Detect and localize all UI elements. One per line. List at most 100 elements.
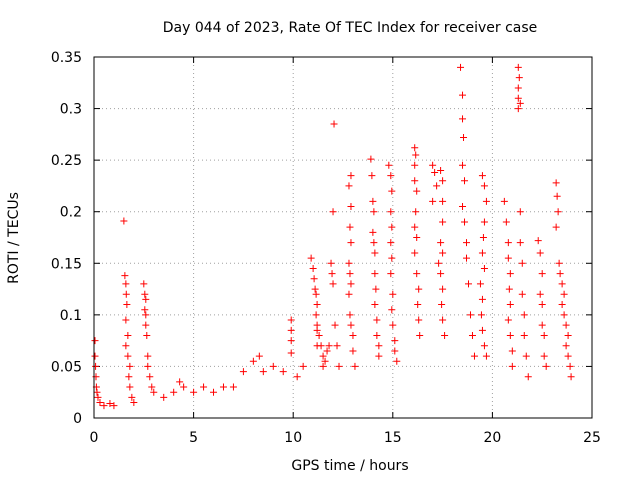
- data-point: [200, 383, 208, 391]
- data-point: [130, 399, 138, 407]
- x-tick-label: 10: [284, 430, 302, 446]
- data-point: [438, 301, 446, 309]
- data-point: [506, 301, 514, 309]
- data-point: [307, 254, 315, 262]
- data-point: [508, 347, 516, 355]
- data-point: [219, 383, 227, 391]
- x-axis-label: GPS time / hours: [291, 458, 408, 474]
- data-point: [369, 228, 377, 236]
- data-point: [299, 362, 307, 370]
- data-point: [416, 331, 424, 339]
- x-tick-label: 15: [384, 430, 402, 446]
- data-point: [516, 208, 524, 216]
- data-point: [480, 342, 488, 350]
- data-point: [482, 197, 490, 205]
- data-point: [389, 290, 397, 298]
- data-point: [459, 203, 467, 211]
- data-point: [126, 362, 134, 370]
- data-point: [411, 177, 419, 185]
- data-point: [459, 161, 467, 169]
- axis-ticks: 0 5 10 15 20 25 0 0.05 0.1 0.15 0.2 0.25 0.3 0.35: [51, 50, 601, 446]
- data-point: [459, 91, 467, 99]
- data-point: [441, 331, 449, 339]
- data-point: [313, 301, 321, 309]
- data-point: [516, 99, 524, 107]
- plot-frame: [93, 56, 593, 419]
- data-point: [346, 223, 354, 231]
- data-point: [311, 285, 319, 293]
- data-point: [562, 342, 570, 350]
- data-point: [516, 239, 524, 247]
- data-point: [346, 311, 354, 319]
- data-point: [141, 290, 149, 298]
- data-point: [146, 373, 154, 381]
- data-point: [331, 321, 339, 329]
- data-point: [477, 311, 485, 319]
- data-point: [536, 290, 544, 298]
- data-point: [371, 249, 379, 257]
- data-point: [500, 197, 508, 205]
- data-point: [505, 285, 513, 293]
- data-point: [504, 254, 512, 262]
- data-point: [504, 316, 512, 324]
- data-point: [312, 290, 320, 298]
- data-point: [317, 342, 325, 350]
- data-point: [412, 208, 420, 216]
- data-point: [279, 368, 287, 376]
- data-point: [160, 393, 168, 401]
- data-point: [468, 331, 476, 339]
- data-point: [520, 311, 528, 319]
- data-point: [239, 368, 247, 376]
- data-point: [345, 290, 353, 298]
- data-point: [345, 182, 353, 190]
- data-point: [309, 264, 317, 272]
- data-point: [347, 280, 355, 288]
- data-point: [287, 316, 295, 324]
- data-point: [375, 352, 383, 360]
- data-point: [126, 383, 134, 391]
- x-tick-label: 20: [483, 430, 501, 446]
- data-point: [480, 218, 488, 226]
- data-point: [388, 254, 396, 262]
- data-point: [524, 373, 532, 381]
- data-point: [504, 239, 512, 247]
- data-point: [123, 301, 131, 309]
- data-point: [387, 270, 395, 278]
- data-point: [124, 331, 132, 339]
- data-point: [328, 270, 336, 278]
- data-point: [329, 280, 337, 288]
- data-point: [125, 373, 133, 381]
- data-point: [349, 347, 357, 355]
- data-point: [433, 182, 441, 190]
- data-point: [391, 347, 399, 355]
- data-point: [463, 254, 471, 262]
- data-point: [313, 326, 321, 334]
- data-point: [560, 290, 568, 298]
- data-point: [439, 316, 447, 324]
- data-point: [345, 259, 353, 267]
- data-point: [259, 368, 267, 376]
- data-point: [373, 331, 381, 339]
- data-point: [566, 362, 574, 370]
- data-point: [439, 197, 447, 205]
- data-point: [367, 155, 375, 163]
- data-point: [439, 285, 447, 293]
- data-point: [502, 218, 510, 226]
- data-point: [325, 342, 333, 350]
- data-point: [534, 237, 542, 245]
- data-point: [346, 270, 354, 278]
- data-point: [385, 161, 393, 169]
- data-point: [480, 182, 488, 190]
- data-point: [478, 326, 486, 334]
- data-point: [144, 352, 152, 360]
- data-point: [388, 187, 396, 195]
- data-point: [478, 249, 486, 257]
- data-point: [312, 311, 320, 319]
- data-point: [411, 223, 419, 231]
- data-point: [413, 187, 421, 195]
- data-points: [91, 63, 575, 410]
- data-point: [91, 352, 99, 360]
- data-point: [540, 352, 548, 360]
- gridlines: [94, 57, 592, 418]
